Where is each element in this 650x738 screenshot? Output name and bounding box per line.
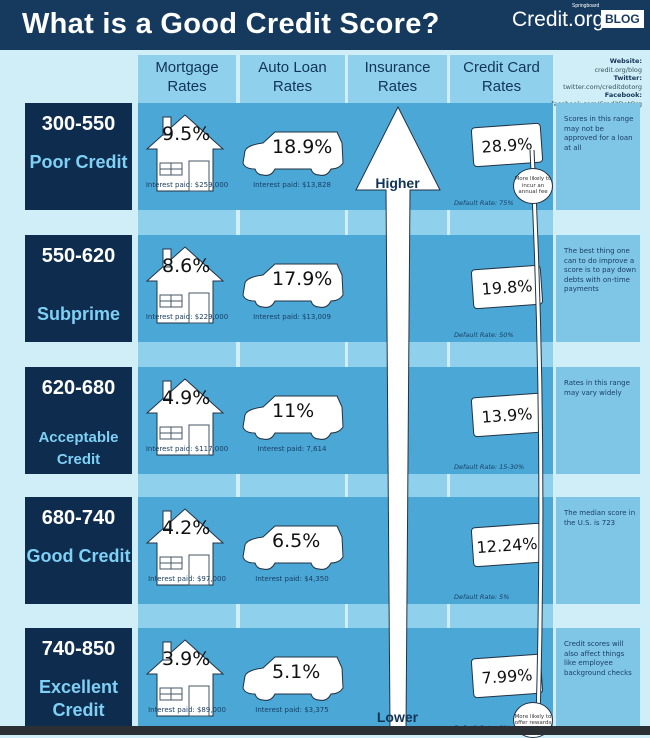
logo-text: Credit.org [512, 8, 605, 31]
score-note: Rates in this range may vary widely [564, 379, 630, 397]
website-link[interactable]: credit.org/blog [594, 65, 642, 74]
mortgage-rate: 4.9% [162, 387, 211, 409]
auto-loan-rate: 18.9% [272, 136, 333, 158]
insurance-arrow-icon [355, 105, 441, 729]
car-icon [241, 129, 345, 183]
credit-card-pole-icon [529, 150, 544, 720]
note-cell [556, 628, 640, 735]
score-note: The median score in the U.S. is 723 [564, 509, 636, 527]
logo-small-text: Springboard [572, 3, 600, 9]
auto-loan-rate: 17.9% [272, 268, 333, 290]
mortgage-interest-paid: Interest paid: $97,000 [148, 575, 226, 583]
car-icon [241, 523, 345, 577]
score-note: Scores in this range may not be approved… [564, 115, 634, 152]
score-range: 550-620 [41, 245, 116, 267]
mortgage-rate: 4.2% [162, 517, 211, 539]
auto-loan-rate: 6.5% [272, 530, 321, 552]
bottom-bar [0, 726, 650, 735]
mortgage-rate: 3.9% [162, 648, 211, 670]
auto-loan-rate: 11% [272, 400, 315, 422]
mortgage-interest-paid: Interest paid: $89,000 [148, 706, 226, 714]
auto-interest-paid: Interest paid: $13,828 [253, 181, 331, 189]
score-note: The best thing one can to do improve a s… [564, 247, 637, 293]
blog-badge[interactable]: BLOG [601, 10, 644, 28]
column-header-mortgage: Mortgage Rates [155, 59, 219, 95]
auto-interest-paid: Interest paid: $13,009 [253, 313, 331, 321]
house-icon [145, 113, 225, 197]
contact-info: Website: credit.org/blog Twitter: twitte… [551, 57, 642, 108]
car-icon [241, 393, 345, 447]
car-icon [241, 261, 345, 315]
score-range-label: 740-850 Excellent Credit [25, 628, 132, 735]
credit-tier: Excellent Credit [38, 677, 119, 720]
credit-tier: Acceptable Credit [38, 429, 119, 468]
note-cell [556, 103, 640, 210]
score-range-label: 550-620 Subprime [25, 235, 132, 342]
credit-tier: Subprime [36, 304, 120, 324]
mortgage-rate: 8.6% [162, 255, 211, 277]
mortgage-interest-paid: Interest paid: $229,000 [145, 313, 229, 321]
credit-org-logo[interactable]: Credit.org Springboard [512, 3, 605, 32]
mortgage-rate: 9.5% [162, 123, 211, 145]
credit-tier: Good Credit [26, 546, 131, 566]
page-title: What is a Good Credit Score? [22, 8, 440, 40]
score-range: 620-680 [41, 377, 116, 399]
twitter-label: Twitter: [613, 74, 642, 82]
auto-interest-paid: Interest paid: $3,375 [255, 706, 329, 714]
facebook-label: Facebook: [604, 91, 642, 99]
score-range: 680-740 [41, 507, 116, 529]
score-range-label: 620-680 Acceptable Credit [25, 367, 132, 474]
default-rate: Default Rate: 50% [454, 331, 514, 339]
mortgage-interest-paid: Interest paid: $117,000 [145, 445, 229, 453]
annual-fee-bubble: More likely to incur an annual fee [513, 168, 553, 204]
score-note: Credit scores will also affect things li… [564, 640, 632, 677]
auto-interest-paid: Interest paid: $4,350 [255, 575, 329, 583]
insurance-lower-label: Lower [376, 709, 419, 725]
house-icon [145, 638, 225, 722]
column-header-insurance: Insurance Rates [364, 59, 431, 95]
house-icon [145, 377, 225, 461]
mortgage-interest-paid: Interest paid: $259,000 [145, 181, 229, 189]
header-banner: What is a Good Credit Score? Credit.org S… [0, 0, 650, 50]
auto-interest-paid: Interest paid: 7,614 [257, 445, 327, 453]
insurance-higher-label: Higher [375, 175, 420, 191]
twitter-link[interactable]: twitter.com/creditdotorg [563, 82, 642, 91]
score-range-label: 300-550 Poor Credit [25, 103, 132, 210]
note-cell [556, 235, 640, 342]
column-header-credit-card: Credit Card Rates [463, 59, 540, 95]
note-cell [556, 497, 640, 604]
house-icon [145, 245, 225, 329]
credit-tier: Poor Credit [29, 152, 128, 172]
default-rate: Default Rate: 5% [454, 593, 510, 601]
default-rate: Default Rate: 75% [454, 199, 514, 207]
website-label: Website: [609, 57, 642, 65]
default-rate: Default Rate: 15-30% [454, 463, 525, 471]
note-cell [556, 367, 640, 474]
score-range: 300-550 [41, 113, 116, 135]
score-range: 740-850 [41, 638, 116, 660]
auto-loan-rate: 5.1% [272, 661, 321, 683]
car-icon [241, 654, 345, 708]
house-icon [145, 507, 225, 591]
score-range-label: 680-740 Good Credit [25, 497, 132, 604]
column-header-auto: Auto Loan Rates [258, 59, 327, 95]
